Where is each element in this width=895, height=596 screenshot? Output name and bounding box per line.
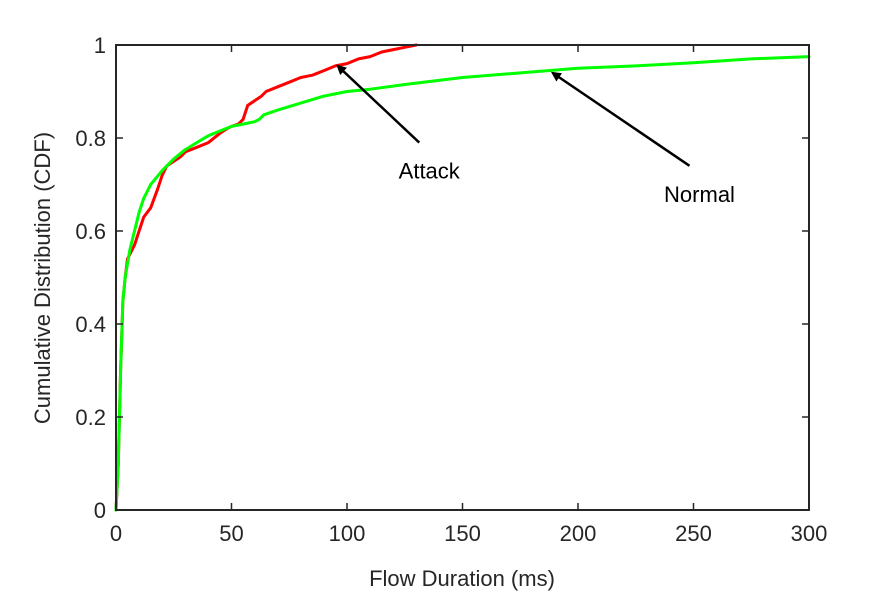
annotation-label-1: Normal bbox=[664, 182, 735, 207]
annotation-label-0: Attack bbox=[399, 159, 461, 184]
x-tick-label: 300 bbox=[791, 521, 828, 546]
annotations-layer: Attack Normal bbox=[336, 64, 735, 207]
y-tick-label: 1 bbox=[94, 33, 106, 58]
x-tick-label: 200 bbox=[560, 521, 597, 546]
y-tick-label: 0.4 bbox=[75, 312, 106, 337]
x-tick-label: 100 bbox=[329, 521, 366, 546]
x-tick-label: 250 bbox=[675, 521, 712, 546]
annotation-arrow-1 bbox=[550, 71, 691, 167]
plot-background bbox=[116, 45, 809, 510]
series-line-1 bbox=[114, 55, 811, 512]
y-axis-label: Cumulative Distribution (CDF) bbox=[30, 132, 55, 424]
y-tick-label: 0.8 bbox=[75, 126, 106, 151]
x-tick-label: 0 bbox=[110, 521, 122, 546]
y-tick-label: 0.6 bbox=[75, 219, 106, 244]
y-tick-label: 0.2 bbox=[75, 405, 106, 430]
x-axis-label: Flow Duration (ms) bbox=[369, 566, 555, 591]
x-tick-label: 50 bbox=[219, 521, 243, 546]
ticks-layer: 0 50 100 150 200 250 300 0 0.2 0.4 0.6 0.8 1 bbox=[75, 33, 827, 546]
annotation-arrow-0 bbox=[336, 64, 421, 144]
x-tick-label: 150 bbox=[444, 521, 481, 546]
y-tick-label: 0 bbox=[94, 498, 106, 523]
